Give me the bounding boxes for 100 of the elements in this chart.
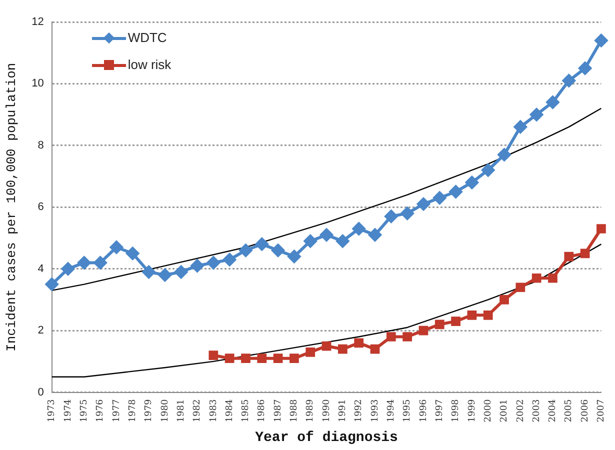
point xyxy=(451,316,460,326)
x-tick-label: 1977 xyxy=(112,399,122,422)
x-tick-label: 1983 xyxy=(208,399,219,422)
point xyxy=(288,250,301,264)
point xyxy=(352,222,366,236)
point xyxy=(482,164,495,177)
point xyxy=(142,265,156,278)
point xyxy=(562,74,576,88)
point xyxy=(206,256,220,270)
point xyxy=(257,354,267,364)
x-tick-label: 2000 xyxy=(483,399,494,422)
point xyxy=(304,234,317,248)
point xyxy=(465,176,478,189)
point xyxy=(580,248,590,258)
x-tick-label: 1992 xyxy=(354,399,364,422)
x-tick-label: 1982 xyxy=(192,399,203,422)
legend-label: low risk xyxy=(128,57,172,72)
x-axis-title: Year of diagnosis xyxy=(255,430,398,446)
x-tick-label: 1996 xyxy=(418,399,429,422)
point xyxy=(483,310,493,320)
x-tick-label: 1980 xyxy=(160,399,170,422)
point xyxy=(45,278,58,291)
point xyxy=(546,96,560,109)
x-tick-label: 1998 xyxy=(451,399,462,422)
point xyxy=(94,256,107,270)
point xyxy=(338,344,348,354)
point xyxy=(290,354,299,364)
point xyxy=(61,262,74,276)
point xyxy=(532,273,542,283)
x-tick-label: 2006 xyxy=(580,399,590,422)
point xyxy=(241,354,250,364)
point xyxy=(239,244,252,257)
point xyxy=(336,234,350,248)
x-tick-label: 1978 xyxy=(128,399,138,422)
x-tick-label: 1997 xyxy=(434,399,445,422)
x-tick-label: 1999 xyxy=(467,399,478,422)
y-tick-label: 10 xyxy=(32,78,44,90)
x-tick-label: 1990 xyxy=(322,399,332,422)
x-tick-label: 1988 xyxy=(290,399,300,422)
legend-label: WDTC xyxy=(128,30,167,45)
x-tick-label: 2001 xyxy=(500,399,510,422)
x-tick-label: 2002 xyxy=(516,399,526,422)
point xyxy=(384,210,398,223)
point xyxy=(467,310,477,320)
point xyxy=(110,240,123,254)
point xyxy=(402,332,412,342)
x-tick-label: 1994 xyxy=(386,399,396,422)
x-tick-label: 1989 xyxy=(306,399,316,422)
x-tick-label: 1993 xyxy=(370,399,380,422)
point xyxy=(370,344,380,354)
point xyxy=(596,224,606,234)
x-tick-label: 1986 xyxy=(257,399,268,422)
x-tick-label: 1987 xyxy=(273,399,284,422)
y-axis-title: Incident cases per 100,000 population xyxy=(4,62,20,352)
point xyxy=(418,326,428,336)
point xyxy=(158,268,172,282)
point xyxy=(368,228,382,242)
point xyxy=(564,252,574,262)
x-tick-label: 2003 xyxy=(532,399,542,422)
x-tick-label: 2005 xyxy=(564,399,574,422)
y-tick-label: 6 xyxy=(38,201,44,214)
x-tick-label: 1985 xyxy=(241,399,252,422)
point xyxy=(224,354,234,364)
x-tick-label: 1973 xyxy=(47,399,58,422)
point xyxy=(514,120,527,134)
x-tick-label: 1991 xyxy=(338,399,348,422)
point xyxy=(306,348,316,357)
point xyxy=(322,341,332,351)
y-tick-label: 12 xyxy=(32,16,44,28)
point xyxy=(434,320,444,330)
point xyxy=(416,198,430,211)
point xyxy=(578,62,592,75)
point xyxy=(208,350,218,360)
x-tick-label: 1995 xyxy=(402,399,413,422)
x-tick-label: 1974 xyxy=(63,399,74,422)
point xyxy=(498,148,511,162)
point xyxy=(190,259,204,272)
x-tick-label: 2007 xyxy=(596,399,607,422)
point xyxy=(500,295,509,304)
point xyxy=(223,253,236,266)
point xyxy=(320,228,334,242)
point xyxy=(272,244,285,257)
point xyxy=(449,185,462,198)
point xyxy=(530,108,544,122)
x-tick-label: 1975 xyxy=(79,399,90,422)
x-tick-label: 1984 xyxy=(224,399,235,422)
point xyxy=(78,256,91,270)
point xyxy=(548,273,558,283)
point xyxy=(354,338,364,348)
y-tick-label: 4 xyxy=(38,262,44,275)
point xyxy=(126,246,140,260)
point xyxy=(594,34,608,48)
x-tick-label: 2004 xyxy=(548,399,558,422)
point xyxy=(174,265,188,278)
y-tick-label: 8 xyxy=(38,139,44,152)
x-tick-label: 1981 xyxy=(176,399,186,422)
y-tick-label: 2 xyxy=(38,324,44,337)
point xyxy=(400,206,414,220)
y-tick-label: 0 xyxy=(38,386,44,398)
x-tick-label: 1979 xyxy=(144,399,154,422)
